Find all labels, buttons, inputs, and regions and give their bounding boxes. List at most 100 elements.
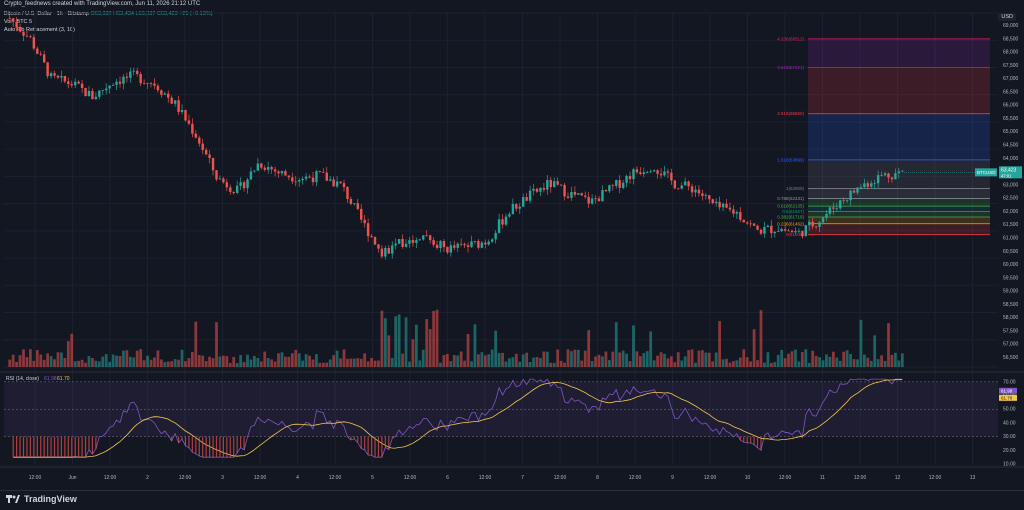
volume-bar	[497, 353, 501, 367]
volume-bar	[256, 358, 260, 367]
volume-bar	[170, 361, 174, 367]
candle-body	[387, 247, 391, 254]
candle-body	[428, 235, 432, 241]
candle-body	[25, 35, 29, 37]
candle-body	[680, 185, 683, 189]
candle-body	[666, 171, 670, 173]
grid-lines	[4, 12, 998, 464]
volume-bar	[8, 359, 12, 367]
candle-body	[497, 219, 501, 233]
volume-bar	[466, 333, 470, 367]
volume-bar	[821, 360, 825, 367]
volume-bar	[122, 350, 125, 367]
candle-body	[342, 183, 346, 188]
price-chart-svg[interactable]: 4.236(68512) 3.618(67421) 2.618(65660) 1.61…	[0, 9, 1024, 490]
volume-bar	[566, 349, 570, 367]
volume-bar	[163, 362, 167, 367]
candle-body	[518, 206, 521, 209]
volume-bar	[180, 349, 184, 367]
candle-body	[377, 244, 380, 249]
fib-zone	[808, 188, 990, 199]
volume-bar	[383, 318, 387, 367]
rsi-pane: RSI (14, close)61.9861.7070.0060.0050.00…	[4, 376, 1017, 468]
candle-body	[508, 214, 511, 217]
volume-bar	[514, 353, 518, 367]
candle-body	[608, 185, 611, 192]
volume-bar	[628, 361, 632, 367]
volume-bar	[380, 310, 384, 367]
candle-body	[535, 188, 539, 192]
candle-body	[735, 212, 739, 214]
time-tick-label: 12	[895, 475, 901, 481]
candle-body	[866, 183, 870, 187]
candle-body	[198, 137, 201, 144]
tradingview-logo[interactable]: TradingView	[6, 494, 77, 504]
candle-body	[852, 190, 856, 193]
candle-body	[714, 201, 718, 204]
candle-body	[132, 70, 135, 72]
candle-body	[222, 178, 225, 183]
candle-body	[901, 170, 904, 172]
candle-body	[728, 207, 732, 210]
volume-bar	[873, 335, 877, 367]
volume-bar	[535, 357, 539, 367]
candle-body	[783, 229, 787, 231]
price-tick-label: 58,500	[1003, 302, 1019, 308]
candle-body	[683, 181, 687, 186]
volume-bar	[56, 352, 60, 367]
candle-body	[370, 236, 373, 238]
volume-bar	[425, 319, 429, 367]
volume-bar	[201, 355, 205, 367]
symbol-line[interactable]: Bitcoin / U.S. Dollar · 1h · Bitstamp O6…	[4, 10, 213, 18]
candle-body	[115, 81, 118, 85]
candle-body	[584, 195, 587, 197]
candle-body	[845, 200, 849, 201]
fib-legend[interactable]: Auto Fib Retracement (3, 10)	[4, 27, 75, 33]
volume-legend[interactable]: Vol · BTC 5	[4, 19, 33, 25]
fib-level-label: 0.618(62135)	[777, 204, 804, 209]
candle-body	[839, 200, 842, 209]
volume-bar	[377, 360, 380, 367]
candle-body	[167, 93, 170, 98]
candle-body	[153, 83, 156, 86]
volume-bar	[559, 360, 563, 367]
chart-area[interactable]: 4.236(68512) 3.618(67421) 2.618(65660) 1.61…	[0, 9, 1024, 509]
volume-bar	[315, 354, 318, 367]
volume-bar	[570, 351, 573, 367]
currency-badge[interactable]: USD	[998, 13, 1016, 21]
fib-zone	[808, 217, 990, 224]
volume-bar	[239, 355, 242, 367]
candle-body	[53, 73, 56, 76]
volume-bar	[704, 352, 708, 367]
candle-body	[632, 169, 635, 180]
time-tick-label: 12:00	[29, 475, 42, 481]
volume-bar	[563, 362, 566, 367]
volume-bar	[60, 352, 63, 367]
candle-body	[756, 225, 759, 230]
volume-bar	[142, 360, 146, 367]
volume-bar	[18, 355, 22, 367]
candle-body	[739, 212, 742, 220]
volume-bar	[222, 355, 225, 367]
symbol-tag: BTCUSD	[977, 170, 996, 175]
volume-bar	[446, 354, 449, 367]
candle-body	[618, 180, 621, 188]
candle-body	[329, 179, 332, 181]
volume-bar	[404, 317, 408, 367]
volume-bar	[549, 362, 553, 367]
candle-body	[559, 184, 563, 186]
volume-bar	[277, 353, 280, 367]
candle-body	[432, 240, 435, 245]
candle-body	[711, 199, 714, 204]
volume-bar	[735, 360, 739, 367]
volume-bar	[387, 335, 391, 367]
candle-body	[73, 81, 77, 86]
candle-body	[446, 247, 449, 253]
time-tick-label: 12:00	[104, 475, 117, 481]
volume-bar	[511, 357, 515, 367]
candle-body	[628, 175, 632, 180]
volume-bar	[742, 349, 746, 367]
candle-body	[246, 179, 249, 189]
candle-body	[804, 225, 807, 237]
volume-bar	[22, 349, 25, 367]
